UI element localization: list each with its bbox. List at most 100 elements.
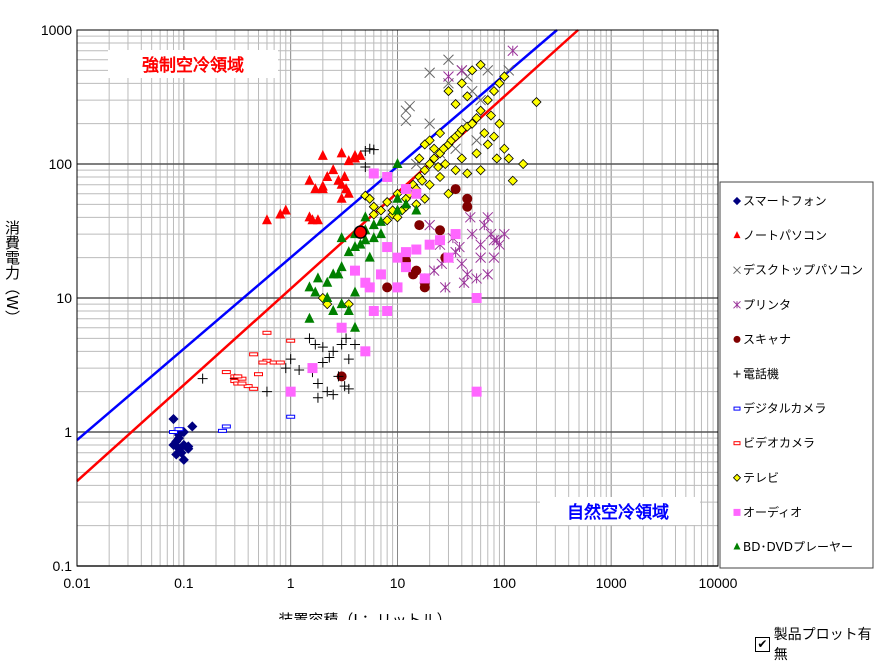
data-point-10 <box>333 268 344 279</box>
data-point-2 <box>482 64 494 76</box>
checkbox-check-icon[interactable]: ✔ <box>755 636 770 652</box>
data-point-9 <box>400 184 411 195</box>
data-point-9 <box>336 322 347 333</box>
data-point-0 <box>187 421 198 432</box>
data-point-8 <box>494 78 505 89</box>
data-point-3 <box>456 64 468 76</box>
legend-marker-0 <box>732 196 742 206</box>
data-point-8 <box>450 165 461 176</box>
data-point-1 <box>355 149 366 160</box>
data-point-3 <box>482 269 494 280</box>
data-point-2 <box>424 67 436 79</box>
x-axis-label: 装置容積（L：リットル） <box>278 611 451 620</box>
data-point-5 <box>317 357 328 368</box>
data-point-9 <box>400 262 411 273</box>
data-point-1 <box>317 149 328 160</box>
data-point-5 <box>294 365 305 376</box>
data-point-9 <box>450 229 461 240</box>
legend-marker-10 <box>733 542 741 550</box>
data-point-5 <box>261 386 272 397</box>
data-point-7 <box>237 381 247 386</box>
data-point-1 <box>317 180 328 191</box>
data-point-5 <box>304 333 315 344</box>
legend-marker-4 <box>733 335 741 343</box>
data-point-10 <box>336 261 347 272</box>
data-point-10 <box>360 234 371 245</box>
data-point-4 <box>382 282 393 293</box>
data-point-1 <box>343 187 354 198</box>
data-point-1 <box>328 164 339 175</box>
legend-label: デジタルカメラ <box>743 401 826 416</box>
data-point-5 <box>339 381 350 392</box>
data-point-7 <box>286 338 296 343</box>
data-point-10 <box>322 292 333 302</box>
data-point-8 <box>392 212 403 223</box>
data-point-10 <box>392 192 403 203</box>
data-point-0 <box>178 454 189 465</box>
data-point-1 <box>343 155 354 166</box>
y-tick-label: 100 <box>49 156 73 172</box>
data-point-2 <box>404 100 416 112</box>
data-point-3 <box>439 282 451 293</box>
data-point-8 <box>467 65 478 76</box>
data-point-1 <box>310 183 321 194</box>
data-point-6 <box>221 424 231 429</box>
data-point-9 <box>368 168 379 179</box>
data-point-10 <box>336 298 347 309</box>
data-point-8 <box>488 86 500 97</box>
data-point-10 <box>343 304 354 315</box>
data-point-5 <box>336 339 347 350</box>
data-point-5 <box>333 371 344 382</box>
data-point-4 <box>414 220 425 231</box>
data-point-8 <box>507 175 518 186</box>
y-tick-label: 1 <box>64 424 72 440</box>
x-tick-label: 10 <box>390 575 406 591</box>
data-point-1 <box>349 152 360 163</box>
data-point-7 <box>275 360 285 365</box>
data-point-1 <box>336 147 347 158</box>
data-point-10 <box>375 215 386 226</box>
data-point-8 <box>475 165 486 176</box>
data-point-9 <box>285 386 296 397</box>
data-point-9 <box>419 273 430 284</box>
data-point-1 <box>322 170 333 181</box>
forced-cooling-label-box <box>108 50 278 78</box>
x-tick-label: 0.01 <box>63 575 90 591</box>
data-point-10 <box>355 238 366 249</box>
data-point-9 <box>392 252 403 263</box>
data-point-10 <box>343 246 354 257</box>
data-point-3 <box>478 219 490 231</box>
data-point-10 <box>400 198 411 209</box>
data-point-4 <box>462 201 473 212</box>
data-point-3 <box>456 258 468 270</box>
data-point-3 <box>466 228 478 240</box>
data-point-8 <box>485 110 497 121</box>
data-point-5 <box>280 363 291 374</box>
data-point-8 <box>382 196 393 208</box>
x-tick-label: 10000 <box>699 575 738 591</box>
natural-cooling-region-label: 自然空冷領域 <box>567 502 669 523</box>
legend-marker-5 <box>733 370 741 378</box>
data-point-9 <box>382 305 393 316</box>
plot-toggle-label: 製品プロット有無 <box>773 627 872 663</box>
data-point-9 <box>400 247 411 258</box>
data-point-10 <box>304 312 315 323</box>
data-point-8 <box>424 158 435 170</box>
plot-toggle-checkbox[interactable]: ✔ 製品プロット有無 <box>755 624 883 664</box>
data-point-9 <box>349 265 360 276</box>
data-point-8 <box>440 158 451 170</box>
data-point-8 <box>471 113 482 124</box>
data-point-5 <box>360 161 371 172</box>
data-point-8 <box>368 209 379 220</box>
data-point-9 <box>471 293 482 303</box>
data-point-8 <box>499 143 510 154</box>
data-point-8 <box>467 118 478 129</box>
plot-border <box>76 29 719 567</box>
data-point-10 <box>349 241 360 252</box>
data-point-8 <box>471 148 482 159</box>
data-point-5 <box>341 333 352 344</box>
data-point-1 <box>312 214 323 225</box>
grid <box>76 30 718 567</box>
